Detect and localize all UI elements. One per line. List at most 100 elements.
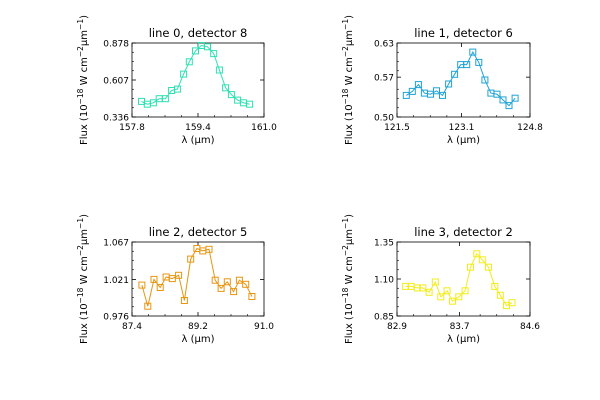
data-point <box>199 247 207 255</box>
data-point <box>192 47 199 55</box>
data-point <box>180 70 188 78</box>
y-tick-label: 0.976 <box>103 313 129 323</box>
data-point <box>407 282 415 290</box>
data-point <box>242 280 250 288</box>
data-point <box>138 281 146 289</box>
data-point <box>223 278 231 286</box>
data-point <box>491 282 499 290</box>
data-point <box>211 276 219 284</box>
y-tick-label: 1.021 <box>103 276 129 286</box>
x-tick-label: 161.0 <box>251 123 277 133</box>
y-tick-label: 1.067 <box>103 239 129 249</box>
x-tick-label: 84.6 <box>520 322 540 332</box>
y-tick-label: 0.336 <box>103 114 129 124</box>
chart-title: line 1, detector 6 <box>414 26 513 40</box>
data-point <box>508 299 516 307</box>
data-point <box>455 293 463 301</box>
data-point <box>150 275 158 283</box>
data-point <box>185 58 193 66</box>
y-tick-label: 0.878 <box>103 40 129 50</box>
data-point <box>162 273 170 281</box>
chart-panel-1: line 1, detector 6 121.5 123.1 124.8 0.50 0.5… <box>341 15 543 146</box>
data-point <box>461 287 469 295</box>
data-point <box>234 96 242 104</box>
series-line <box>141 247 253 307</box>
x-tick-label: 123.1 <box>449 123 475 133</box>
data-point <box>414 81 422 89</box>
data-point <box>463 61 471 69</box>
y-axis-label: Flux (10−18 W cm−2μm−1) <box>76 214 90 344</box>
x-tick-label: 124.8 <box>517 123 543 133</box>
data-point <box>227 91 235 99</box>
x-axis-label: λ (μm) <box>447 135 480 146</box>
data-point <box>143 100 151 108</box>
data-point <box>155 95 163 103</box>
data-point <box>205 245 213 253</box>
data-point <box>445 80 453 88</box>
data-point <box>248 293 256 300</box>
data-point <box>168 87 176 94</box>
y-tick-label: 1.10 <box>374 276 394 286</box>
chart-panel-0: line 0, detector 8 157.8 159.4 161.0 0.336 0.… <box>76 15 277 146</box>
data-point <box>235 276 243 284</box>
data-point <box>481 76 489 84</box>
x-axis-label: λ (μm) <box>181 135 214 146</box>
data-point <box>168 275 176 283</box>
series-line <box>141 44 250 105</box>
data-point <box>449 297 456 305</box>
data-point <box>467 263 474 271</box>
data-point <box>402 91 410 99</box>
data-point <box>496 291 504 299</box>
y-tick-label: 0.57 <box>374 74 394 84</box>
data-point <box>473 250 481 258</box>
series-line <box>405 252 513 307</box>
data-point <box>138 97 145 105</box>
x-axis-label: λ (μm) <box>181 334 214 345</box>
chart-title: line 3, detector 2 <box>414 225 513 239</box>
x-tick-label: 89.2 <box>188 322 208 332</box>
data-point <box>475 58 483 66</box>
data-point <box>217 284 225 292</box>
data-point <box>156 284 164 291</box>
y-axis-label: Flux (10−18 W cm−2μm−1) <box>341 214 355 344</box>
data-point <box>457 61 465 69</box>
data-point <box>144 302 152 310</box>
data-point <box>437 293 445 301</box>
data-point <box>161 95 169 103</box>
data-point <box>187 255 195 263</box>
y-axis-label: Flux (10−18 W cm−2μm−1) <box>341 15 355 145</box>
data-point <box>419 284 427 292</box>
chart-title: line 2, detector 5 <box>149 225 248 239</box>
x-tick-label: 159.4 <box>185 123 211 133</box>
data-point <box>197 42 205 49</box>
x-axis-label: λ (μm) <box>447 334 480 345</box>
y-tick-label: 0.85 <box>374 313 394 323</box>
data-point <box>439 91 446 99</box>
y-tick-label: 1.35 <box>374 239 394 249</box>
y-tick-label: 0.63 <box>374 40 394 50</box>
x-tick-label: 121.5 <box>384 123 410 133</box>
data-point <box>246 100 254 108</box>
data-point <box>239 99 247 107</box>
data-point <box>433 87 440 95</box>
data-point <box>511 94 519 102</box>
y-tick-label: 0.607 <box>103 77 129 87</box>
data-point <box>431 278 439 286</box>
data-point <box>149 99 157 107</box>
data-point <box>499 96 507 104</box>
chart-title: line 0, detector 8 <box>149 26 248 40</box>
data-point <box>451 70 459 78</box>
data-point <box>505 102 513 110</box>
chart-panel-2: line 2, detector 5 87.4 89.2 91.0 0.976 1.021… <box>76 214 274 345</box>
data-point <box>215 66 223 74</box>
series-line <box>406 51 516 107</box>
data-point <box>478 256 486 264</box>
y-axis-label: Flux (10−18 W cm−2μm−1) <box>76 15 90 145</box>
data-point <box>204 43 211 51</box>
x-tick-label: 91.0 <box>254 322 274 332</box>
x-tick-label: 83.7 <box>450 322 470 332</box>
data-point <box>427 90 434 98</box>
data-point <box>175 271 183 279</box>
plot-frame <box>396 42 531 118</box>
